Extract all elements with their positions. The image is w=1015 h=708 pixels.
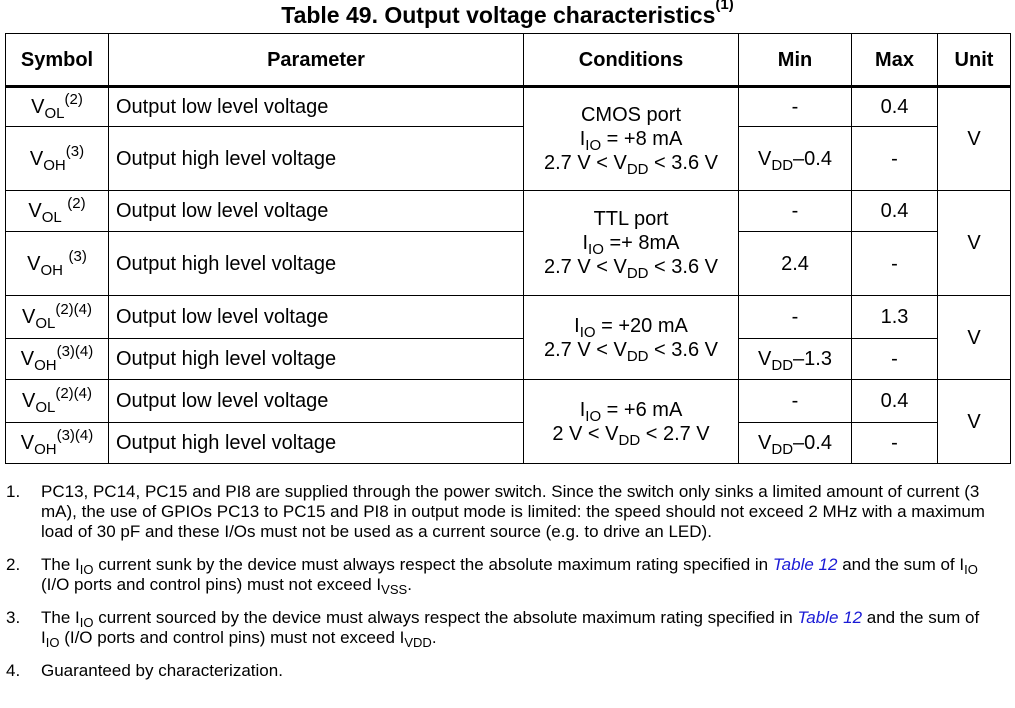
parameter-cell: Output low level voltage [108,190,524,232]
table-row: VOL(2)(4) Output low level voltage IIO =… [5,379,1011,464]
header-min: Min [738,33,852,88]
max-cell: 1.3 [851,295,938,339]
header-parameter: Parameter [108,33,524,88]
footnote-4: 4. Guaranteed by characterization. [6,661,283,680]
parameter-cell: Output high level voltage [108,126,524,191]
symbol-cell: VOH(3) [5,126,109,191]
min-cell: - [738,295,852,339]
symbol-cell: VOL (2) [5,190,109,232]
footnote-2: 2. The IIO current sunk by the device mus… [6,555,978,597]
table-12-link[interactable]: Table 12 [772,555,838,574]
table-row: VOL(2) Output low level voltage CMOS por… [5,86,1011,191]
condition-current: IIO = +20 mA [574,314,688,341]
condition-current: IIO = +8 mA [579,128,683,154]
parameter-cell: Output high level voltage [108,422,524,464]
condition-voltage: 2.7 V < VDD < 3.6 V [543,256,718,282]
table-row: VOH(3)(4) Output high level voltage VDD–… [5,338,1011,380]
table-row: VOL(2)(4) Output low level voltage IIO =… [5,295,1011,380]
table-row: VOL (2) Output low level voltage TTL por… [5,190,1011,296]
max-cell: 0.4 [851,379,938,423]
condition-voltage: 2.7 V < VDD < 3.6 V [543,338,718,365]
condition-current: IIO =+ 8mA [582,232,680,258]
min-cell: 2.4 [738,231,852,296]
min-cell: - [738,379,852,423]
symbol-cell: VOL(2) [5,86,109,127]
parameter-cell: Output high level voltage [108,338,524,380]
header-max: Max [851,33,938,88]
parameter-cell: Output low level voltage [108,379,524,423]
conditions-cell: IIO = +20 mA 2.7 V < VDD < 3.6 V [523,295,739,380]
unit-cell: V [937,86,1011,191]
unit-cell: V [937,295,1011,380]
symbol-cell: VOH(3)(4) [5,338,109,380]
header-unit: Unit [937,33,1011,88]
table-row: VOH(3) Output high level voltage VDD–0.4… [5,126,1011,191]
min-cell: - [738,86,852,127]
table-12-link[interactable]: Table 12 [797,608,863,627]
conditions-cell: CMOS port IIO = +8 mA 2.7 V < VDD < 3.6 … [523,86,739,191]
header-symbol: Symbol [5,33,109,88]
unit-cell: V [937,190,1011,296]
footnote-3: 3. The IIO current sourced by the device … [6,608,980,650]
header-row: Symbol Parameter Conditions Min Max Unit [5,33,1011,88]
conditions-cell: IIO = +6 mA 2 V < VDD < 2.7 V [523,379,739,464]
max-cell: - [851,126,938,191]
symbol-cell: VOH(3)(4) [5,422,109,464]
table-row: VOH (3) Output high level voltage 2.4 - [5,231,1011,296]
condition-voltage: 2 V < VDD < 2.7 V [552,422,710,449]
min-cell: VDD–1.3 [738,338,852,380]
parameter-cell: Output high level voltage [108,231,524,296]
min-cell: - [738,190,852,232]
table-title-footnote-ref: (1) [715,0,734,13]
unit-cell: V [937,379,1011,464]
max-cell: - [851,422,938,464]
symbol-cell: VOL(2)(4) [5,295,109,339]
conditions-cell: TTL port IIO =+ 8mA 2.7 V < VDD < 3.6 V [523,190,739,296]
min-cell: VDD–0.4 [738,126,852,191]
symbol-cell: VOL(2)(4) [5,379,109,423]
max-cell: 0.4 [851,86,938,127]
table-row: VOH(3)(4) Output high level voltage VDD–… [5,422,1011,464]
table-title: Table 49. Output voltage characteristics… [0,0,1015,30]
condition-voltage: 2.7 V < VDD < 3.6 V [543,152,718,178]
symbol-cell: VOH (3) [5,231,109,296]
footnotes: 1. PC13, PC14, PC15 and PI8 are supplied … [6,482,996,694]
header-conditions: Conditions [523,33,739,88]
table-title-text: Table 49. Output voltage characteristics [281,2,716,28]
parameter-cell: Output low level voltage [108,86,524,127]
max-cell: 0.4 [851,190,938,232]
footnote-1: 1. PC13, PC14, PC15 and PI8 are supplied … [6,482,985,541]
condition-current: IIO = +6 mA [579,398,683,425]
parameter-cell: Output low level voltage [108,295,524,339]
output-voltage-table: Symbol Parameter Conditions Min Max Unit… [5,33,1011,464]
min-cell: VDD–0.4 [738,422,852,464]
max-cell: - [851,231,938,296]
max-cell: - [851,338,938,380]
